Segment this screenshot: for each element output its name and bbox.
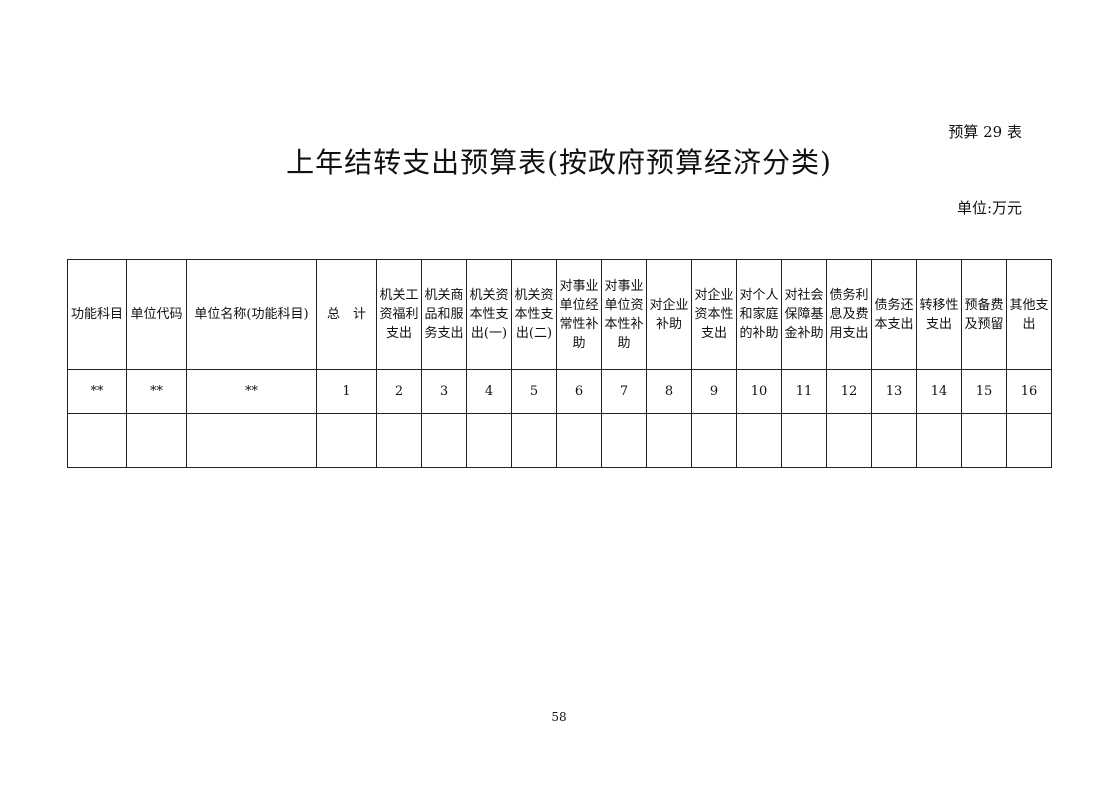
data-row [67, 413, 1052, 468]
column-header: 其他支 出 [1006, 259, 1052, 370]
table-cell: ** [67, 369, 127, 414]
table-cell [466, 413, 512, 468]
column-header: 转移性 支出 [916, 259, 962, 370]
unit-label: 单位:万元 [956, 199, 1022, 217]
table-cell [186, 413, 317, 468]
table-cell: 2 [376, 369, 422, 414]
table-cell [916, 413, 962, 468]
column-header: 债务利 息及费 用支出 [826, 259, 872, 370]
table-cell: 5 [511, 369, 557, 414]
column-header: 机关工 资福利 支出 [376, 259, 422, 370]
column-header: 单位名称(功能科目) [186, 259, 317, 370]
table-cell [126, 413, 187, 468]
table-cell [691, 413, 737, 468]
table-cell [826, 413, 872, 468]
table-cell [871, 413, 917, 468]
column-header: 对社会 保障基 金补助 [781, 259, 827, 370]
table-cell [316, 413, 377, 468]
budget-table: 功能科目 单位代码 单位名称(功能科目) 总 计机关工 资福利 支出 机关商 品和服 务… [67, 259, 1052, 468]
table-cell: 8 [646, 369, 692, 414]
table-cell [601, 413, 647, 468]
table-cell [646, 413, 692, 468]
column-header: 总 计 [316, 259, 377, 370]
table-cell: ** [126, 369, 187, 414]
column-header: 预备费 及预留 [961, 259, 1007, 370]
table-cell [556, 413, 602, 468]
index-row: ** ** ** 1 2 3 4 5 6 7 8 9 10 11 12 13 14 15 16 [67, 369, 1052, 414]
table-cell [1006, 413, 1052, 468]
table-cell [781, 413, 827, 468]
page-title: 上年结转支出预算表(按政府预算经济分类) [286, 146, 832, 179]
table-cell [961, 413, 1007, 468]
column-header: 对事业 单位资 本性补 助 [601, 259, 647, 370]
column-header: 对个人 和家庭 的补助 [736, 259, 782, 370]
column-header: 机关资 本性支 出(二) [511, 259, 557, 370]
column-header: 单位代码 [126, 259, 187, 370]
table-cell: 6 [556, 369, 602, 414]
column-header: 对企业 资本性 支出 [691, 259, 737, 370]
form-code: 预算 29 表 [948, 123, 1022, 141]
table-cell [67, 413, 127, 468]
header-row: 功能科目 单位代码 单位名称(功能科目) 总 计机关工 资福利 支出 机关商 品和服 务… [67, 259, 1052, 370]
table-cell [421, 413, 467, 468]
page-number: 58 [551, 710, 567, 724]
table-cell: 1 [316, 369, 377, 414]
table-cell: 16 [1006, 369, 1052, 414]
table-cell: 11 [781, 369, 827, 414]
column-header: 机关商 品和服 务支出 [421, 259, 467, 370]
table-cell: 3 [421, 369, 467, 414]
table-cell: 15 [961, 369, 1007, 414]
table-cell: 14 [916, 369, 962, 414]
column-header: 机关资 本性支 出(一) [466, 259, 512, 370]
table-cell [736, 413, 782, 468]
column-header: 债务还 本支出 [871, 259, 917, 370]
table-cell: 4 [466, 369, 512, 414]
column-header: 对企业 补助 [646, 259, 692, 370]
table-cell: 13 [871, 369, 917, 414]
table-cell: 7 [601, 369, 647, 414]
table-cell: ** [186, 369, 317, 414]
table-cell: 9 [691, 369, 737, 414]
column-header: 对事业 单位经 常性补 助 [556, 259, 602, 370]
column-header: 功能科目 [67, 259, 127, 370]
table-cell: 10 [736, 369, 782, 414]
table-cell [376, 413, 422, 468]
table-cell [511, 413, 557, 468]
table-cell: 12 [826, 369, 872, 414]
